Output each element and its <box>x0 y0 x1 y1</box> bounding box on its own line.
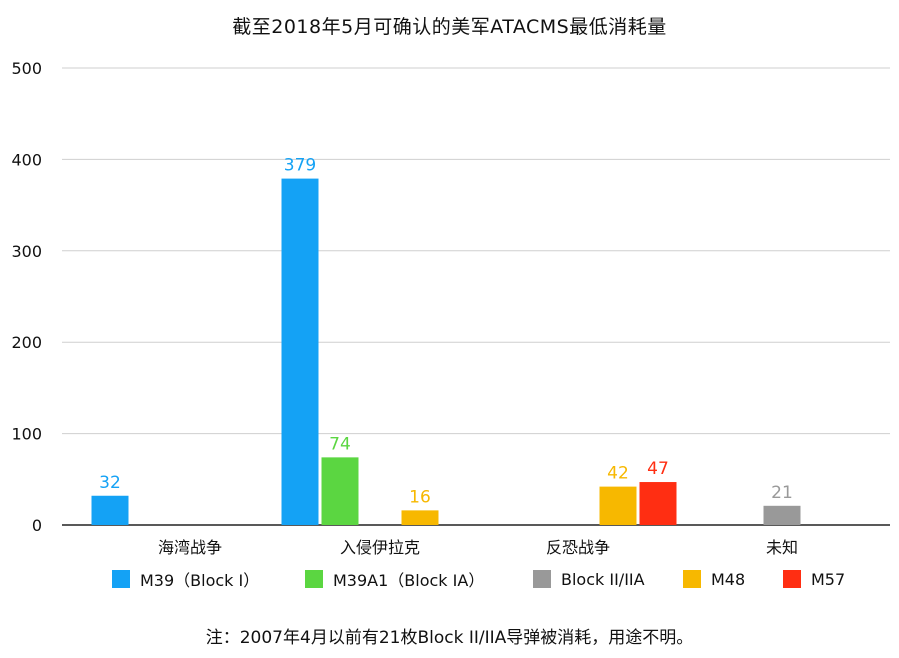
legend-label: M57 <box>811 569 846 589</box>
data-label: 74 <box>329 434 351 454</box>
y-tick-label: 200 <box>11 333 42 352</box>
data-label: 21 <box>771 483 793 503</box>
category-label: 入侵伊拉克 <box>340 538 420 557</box>
legend-label: M39（Block I） <box>140 571 260 590</box>
y-tick-label: 400 <box>11 150 42 169</box>
bar <box>599 486 637 525</box>
legend-item: M57 <box>783 567 845 591</box>
bar <box>639 482 677 525</box>
category-label: 海湾战争 <box>158 538 222 557</box>
y-tick-label: 0 <box>32 516 42 535</box>
legend-item: M39A1（Block IA） <box>305 567 484 591</box>
data-label: 32 <box>99 473 121 493</box>
data-label: 42 <box>607 464 629 484</box>
category-label: 反恐战争 <box>546 538 610 557</box>
legend-label: M39A1（Block IA） <box>333 571 485 590</box>
legend-swatch <box>683 570 701 588</box>
legend-item: Block II/IIA <box>533 567 645 591</box>
legend-swatch <box>305 570 323 588</box>
data-label: 16 <box>409 487 431 507</box>
footnote: 注：2007年4月以前有21枚Block II/IIA导弹被消耗，用途不明。 <box>205 628 694 648</box>
category-label: 未知 <box>766 538 798 557</box>
bar <box>281 178 319 525</box>
legend-item: M39（Block I） <box>112 567 259 591</box>
legend-swatch <box>533 570 551 588</box>
data-label: 47 <box>647 459 669 479</box>
data-label: 379 <box>284 156 316 176</box>
legend-label: Block II/IIA <box>561 569 645 589</box>
chart-title: 截至2018年5月可确认的美军ATACMS最低消耗量 <box>232 16 667 38</box>
y-tick-label: 100 <box>11 425 42 444</box>
y-tick-label: 300 <box>11 242 42 261</box>
legend-swatch <box>783 570 801 588</box>
y-tick-label: 500 <box>11 59 42 78</box>
legend: M39（Block I） M39A1（Block IA） Block II/IIA M… <box>0 567 899 593</box>
bar <box>763 505 801 525</box>
bar <box>401 510 439 525</box>
legend-label: M48 <box>711 569 746 589</box>
bar <box>91 495 129 525</box>
legend-item: M48 <box>683 567 745 591</box>
legend-swatch <box>112 570 130 588</box>
bar <box>321 457 359 525</box>
bar-chart: 0 100 200 300 400 500 32 海湾战争 379 74 16 入侵伊拉克 42 47 反恐… <box>11 59 890 557</box>
